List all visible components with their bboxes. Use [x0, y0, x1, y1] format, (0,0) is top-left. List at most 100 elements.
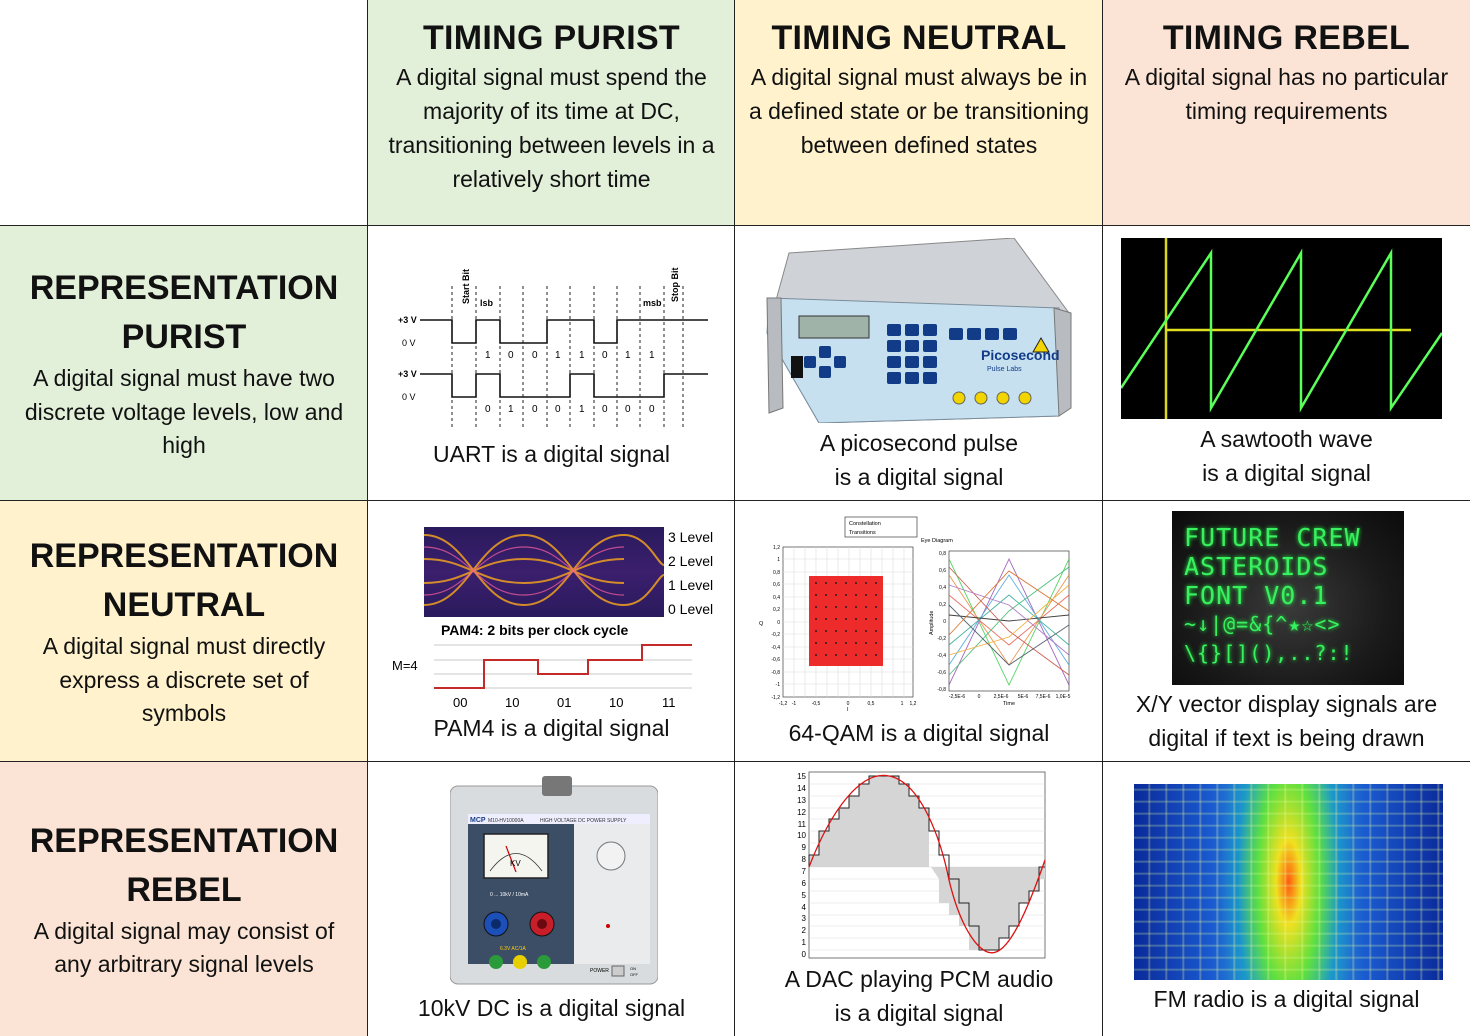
dac-y-tick: 11 — [798, 820, 807, 829]
bit-label: 1 — [555, 350, 561, 361]
qam-eye-y-tick: 0,2 — [939, 602, 946, 608]
cell-caption: A picosecond pulse is a digital signal — [819, 430, 1019, 490]
label-plus3v-top: +3 V — [398, 315, 417, 325]
bit-label: 0 — [625, 404, 631, 415]
dac-y-tick: 7 — [802, 867, 807, 876]
qam-x-tick: -0,5 — [812, 701, 821, 707]
qam-x-tick: 0 — [847, 701, 850, 707]
qam-y-tick: -1 — [776, 682, 781, 688]
row-header-representation-purist: REPRESENTATION PURIST A digital signal m… — [0, 225, 368, 501]
hv-on-label: ON — [630, 966, 636, 971]
qam-eye-y-tick: -0,8 — [937, 687, 946, 693]
uart-bits-top: 1 0 0 1 1 0 1 1 — [485, 350, 655, 361]
bit-label: 1 — [579, 350, 585, 361]
pam4-level-label: 1 Level — [668, 577, 713, 593]
cell-picosecond: Picosecond Pulse Labs A picosecond pulse… — [734, 225, 1103, 501]
pam4-symbol: 00 — [453, 695, 467, 710]
qam-eye-x-ticks: -2,5E-6 0 2,5E-6 5E-6 7,5E-6 1,0E-5 — [949, 694, 1071, 700]
cell-pam4: 3 Level 2 Level 1 Level 0 Level PAM4: 2 … — [367, 500, 735, 762]
column-title: TIMING PURIST — [422, 19, 680, 57]
vector-line: FUTURE CREW — [1184, 523, 1361, 552]
dac-y-tick: 14 — [797, 784, 806, 793]
row-title: REPRESENTATION NEUTRAL — [29, 537, 339, 625]
label-start-bit: Start Bit — [461, 269, 471, 304]
qam-y-tick: 1,2 — [773, 545, 780, 551]
label-stop-bit: Stop Bit — [670, 268, 680, 303]
column-description: A digital signal must spend the majority… — [388, 64, 715, 192]
pam4-symbol: 01 — [557, 695, 571, 710]
qam-x-ticks: -1,2 -1 -0,5 0 0,5 1 1,2 — [779, 701, 917, 707]
pam4-diagram: 3 Level 2 Level 1 Level 0 Level PAM4: 2 … — [392, 527, 713, 710]
row-description: A digital signal must have two discrete … — [24, 365, 344, 459]
vector-display-image: FUTURE CREW ASTEROIDS FONT V0.1 ~↓|@=&{^… — [1172, 511, 1404, 685]
qam-eye-y-tick: -0,6 — [937, 670, 946, 676]
qam-x-tick: 1,2 — [910, 701, 917, 707]
cell-caption: A DAC playing PCM audio is a digital sig… — [784, 966, 1054, 1026]
bit-label: 0 — [602, 404, 608, 415]
qam-y-tick: 1 — [777, 557, 780, 563]
qam-time-label: Time — [1003, 701, 1015, 707]
qam-constellation-and-eye: Constellation Transitions Eye Diagram 1,… — [759, 516, 1071, 711]
label-plus3v-bottom: +3 V — [398, 369, 417, 379]
uart-waveform-top — [420, 319, 708, 344]
cell-xy-vector: FUTURE CREW ASTEROIDS FONT V0.1 ~↓|@=&{^… — [1102, 500, 1470, 762]
uart-timing-diagram: +3 V 0 V +3 V 0 V Start Bit lsb msb Stop… — [398, 268, 708, 428]
qam-eye-y-tick: 0,4 — [939, 585, 946, 591]
dac-y-tick: 12 — [797, 808, 806, 817]
bit-label: 1 — [579, 404, 585, 415]
qam-y-tick: 0,8 — [773, 570, 780, 576]
qam-eye-y-tick: 0 — [943, 619, 946, 625]
column-header-timing-purist: TIMING PURIST A digital signal must spen… — [367, 0, 735, 226]
qam-y-tick: -1,2 — [771, 695, 780, 701]
dac-y-tick: 2 — [802, 926, 807, 935]
dac-y-tick: 13 — [797, 796, 806, 805]
cell-caption: FM radio is a digital signal — [1153, 986, 1420, 1012]
bit-label: 1 — [649, 350, 655, 361]
dac-y-tick: 10 — [797, 831, 806, 840]
label-0v-top: 0 V — [402, 338, 416, 348]
qam-y-tick: -0,2 — [771, 632, 780, 638]
cell-caption: 10kV DC is a digital signal — [417, 995, 686, 1021]
cell-caption: UART is a digital signal — [433, 441, 670, 467]
row-title: REPRESENTATION REBEL — [29, 821, 339, 909]
hv-meter-unit: KV — [510, 859, 521, 868]
dac-y-tick: 0 — [802, 950, 807, 959]
qam-i-label: I — [847, 707, 849, 711]
qam-eye-y-tick: -0,4 — [937, 653, 946, 659]
dac-positive-fill — [809, 776, 929, 867]
dac-y-tick: 9 — [802, 843, 807, 852]
pam4-level-label: 2 Level — [668, 553, 713, 569]
hv-model: M10-HV10000A — [488, 818, 524, 824]
corner-blank — [0, 0, 368, 226]
cell-qam: Constellation Transitions Eye Diagram 1,… — [734, 500, 1103, 762]
dac-y-tick: 15 — [797, 772, 806, 781]
qam-eye-y-ticks: 0,8 0,6 0,4 0,2 0 -0,2 -0,4 -0,6 -0,8 — [937, 551, 946, 693]
qam-y-tick: 0,6 — [773, 582, 780, 588]
qam-eye-x-tick: 7,5E-6 — [1036, 694, 1051, 700]
pam4-symbol: 11 — [662, 695, 676, 710]
bit-label: 1 — [485, 350, 491, 361]
qam-y-tick: -0,8 — [771, 670, 780, 676]
qam-legend-transitions: Transitions — [849, 530, 876, 536]
bit-label: 0 — [485, 404, 491, 415]
row-header-representation-neutral: REPRESENTATION NEUTRAL A digital signal … — [0, 500, 368, 762]
bit-label: 0 — [555, 404, 561, 415]
cell-caption: X/Y vector display signals are digital i… — [1135, 691, 1438, 751]
uart-bits-bottom: 0 1 0 0 1 0 0 0 — [485, 404, 655, 415]
qam-eye-x-tick: 2,5E-6 — [994, 694, 1009, 700]
label-0v-bottom: 0 V — [402, 392, 416, 402]
qam-eye-y-tick: 0,8 — [939, 551, 946, 557]
label-lsb: lsb — [480, 298, 494, 308]
cell-sawtooth: A sawtooth wave is a digital signal — [1102, 225, 1470, 501]
bit-label: 0 — [532, 404, 538, 415]
dac-y-tick: 8 — [802, 855, 807, 864]
vector-line: \{}[](),..?:! — [1184, 641, 1354, 665]
pam4-staircase — [434, 644, 692, 689]
dac-stairstep-chart: 15 14 13 12 11 10 9 8 7 6 5 4 3 2 1 0 — [797, 771, 1046, 959]
row-description: A digital signal may consist of any arbi… — [33, 917, 335, 978]
qam-eye-x-tick: 0 — [978, 694, 981, 700]
qam-eye-y-tick: 0,6 — [939, 568, 946, 574]
dac-y-ticks: 15 14 13 12 11 10 9 8 7 6 5 4 3 2 1 0 — [797, 772, 806, 959]
dac-y-tick: 6 — [802, 879, 807, 888]
uart-waveform-bottom — [420, 373, 708, 398]
